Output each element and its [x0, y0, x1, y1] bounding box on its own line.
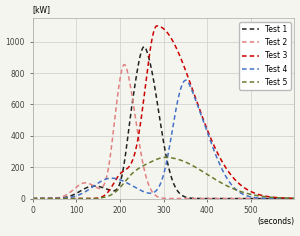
Test 4 [292, 197, 296, 200]
Test 5 [76, 197, 80, 200]
Test 2 [61, 195, 64, 198]
Test 2 [142, 169, 146, 172]
Test 5 [31, 197, 34, 200]
Test 2 [123, 63, 126, 66]
Test 1 [288, 197, 291, 200]
Test 2 [260, 197, 263, 200]
Test 5 [260, 195, 263, 198]
Test 4 [260, 197, 263, 200]
Test 4 [184, 79, 188, 82]
Test 1 [142, 45, 146, 48]
Test 3 [288, 197, 291, 200]
Test 3 [131, 158, 135, 160]
Test 3 [76, 197, 80, 200]
Test 3 [155, 25, 159, 27]
Test 4 [61, 197, 64, 200]
Test 3 [142, 93, 146, 96]
Test 3 [292, 197, 296, 200]
Test 2 [288, 197, 291, 200]
Test 5 [142, 164, 146, 167]
Test 5 [292, 197, 296, 200]
Test 1 [61, 196, 64, 199]
Test 2 [292, 197, 296, 200]
Test 3 [260, 194, 263, 197]
Test 2 [131, 101, 135, 104]
Line: Test 4: Test 4 [33, 80, 294, 198]
Test 5 [288, 197, 291, 200]
Test 1 [142, 45, 146, 48]
Test 5 [131, 171, 135, 174]
Test 1 [76, 191, 80, 194]
Line: Test 3: Test 3 [33, 26, 294, 198]
Legend: Test 1, Test 2, Test 3, Test 4, Test 5: Test 1, Test 2, Test 3, Test 4, Test 5 [239, 22, 291, 90]
Test 2 [31, 197, 34, 200]
Test 5 [61, 197, 64, 200]
Test 1 [292, 197, 296, 200]
Test 1 [131, 97, 135, 99]
Test 2 [76, 184, 80, 187]
Line: Test 2: Test 2 [33, 65, 294, 198]
Line: Test 5: Test 5 [33, 157, 294, 198]
Text: (seconds): (seconds) [257, 217, 294, 226]
Line: Test 1: Test 1 [33, 47, 294, 198]
Test 4 [142, 190, 146, 193]
Test 4 [288, 197, 291, 200]
Test 4 [131, 185, 135, 188]
Test 4 [31, 197, 34, 200]
Test 1 [260, 197, 263, 200]
Test 5 [164, 156, 167, 159]
Test 1 [31, 197, 34, 200]
Test 3 [31, 197, 34, 200]
Test 4 [76, 194, 80, 197]
Test 3 [61, 197, 64, 200]
Text: [kW]: [kW] [33, 6, 51, 15]
